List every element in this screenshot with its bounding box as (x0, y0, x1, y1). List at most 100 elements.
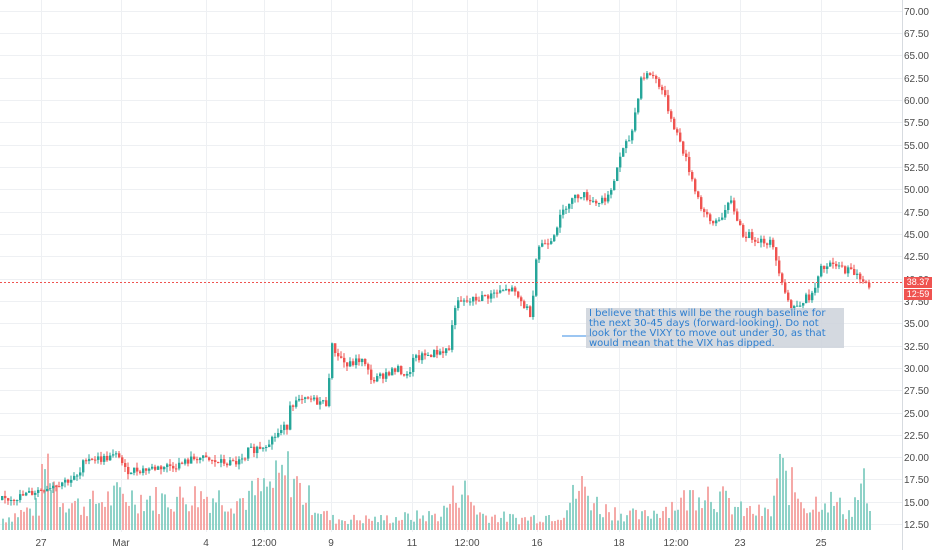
candle-body (748, 232, 751, 238)
candle-body (655, 75, 658, 79)
volume-bar (656, 513, 658, 530)
candle-body (7, 498, 10, 501)
candle-body (241, 458, 244, 460)
volume-bar (857, 499, 859, 530)
candle-body (472, 296, 475, 302)
y-tick-label: 50.00 (904, 185, 929, 196)
y-tick-label: 20.00 (904, 453, 929, 464)
candle-body (76, 475, 79, 477)
candle-body (682, 141, 685, 154)
volume-bar (614, 507, 616, 530)
candle-body (835, 263, 838, 267)
volume-bar (710, 501, 712, 530)
y-tick-label: 17.50 (904, 475, 929, 486)
y-tick-label: 60.00 (904, 96, 929, 107)
candle-body (229, 460, 232, 466)
candle-body (715, 220, 718, 224)
candle-body (22, 494, 25, 496)
candle-body (463, 300, 466, 302)
candle-body (616, 167, 619, 181)
candle-body (868, 282, 871, 288)
volume-bar (641, 511, 643, 530)
candle-body (517, 291, 520, 298)
candle-body (469, 301, 472, 303)
volume-bar (437, 521, 439, 530)
candle-body (193, 456, 196, 460)
candle-body (754, 239, 757, 242)
candle-body (250, 446, 253, 448)
volume-bar (554, 521, 556, 530)
volume-bar (788, 505, 790, 530)
candle-body (88, 458, 91, 462)
candle-body (757, 241, 760, 243)
candle-body (484, 295, 487, 297)
candle-body (214, 460, 217, 463)
volume-bar (56, 484, 58, 530)
volume-bar (557, 519, 559, 530)
y-tick-label: 67.50 (904, 29, 929, 40)
volume-bar (767, 509, 769, 530)
candle-body (94, 459, 97, 461)
candle-body (604, 197, 607, 202)
candle-body (709, 214, 712, 222)
annotation-note[interactable]: I believe that this will be the rough ba… (586, 308, 844, 348)
candle-body (589, 199, 592, 202)
candle-body (718, 219, 721, 221)
candle-body (151, 466, 154, 469)
volume-bar (443, 505, 445, 530)
candle-body (322, 400, 325, 402)
volume-bar (20, 509, 22, 530)
candle-body (523, 301, 526, 308)
volume-bar (266, 486, 268, 530)
volume-bar (776, 478, 778, 530)
candle-body (706, 211, 709, 215)
candle-body (583, 192, 586, 198)
volume-bar (440, 516, 442, 530)
volume-bar (461, 494, 463, 530)
volume-bar (410, 519, 412, 530)
volume-bar (464, 480, 466, 530)
candle-body (838, 265, 841, 267)
candle-body (25, 492, 28, 496)
y-tick-label: 27.50 (904, 386, 929, 397)
volume-bar (815, 496, 817, 530)
candle-body (244, 458, 247, 460)
y-tick-label: 62.50 (904, 74, 929, 85)
volume-bar (362, 523, 364, 530)
candle-body (58, 486, 61, 488)
volume-bar (485, 515, 487, 530)
volume-bar (326, 510, 328, 530)
volume-bar (185, 504, 187, 530)
volume-bar (236, 501, 238, 530)
candle-body (778, 260, 781, 274)
candle-body (418, 355, 421, 361)
volume-bar (659, 517, 661, 530)
volume-bar (635, 509, 637, 530)
volume-bar (617, 520, 619, 530)
x-tick-label: Mar (112, 538, 130, 549)
candle-body (520, 297, 523, 302)
candle-body (508, 289, 511, 292)
volume-bar (401, 519, 403, 530)
candle-body (274, 436, 277, 438)
candle-body (742, 224, 745, 237)
candle-body (640, 77, 643, 99)
volume-bar (749, 506, 751, 530)
volume-bar (746, 507, 748, 530)
volume-bar (65, 512, 67, 530)
volume-bar (245, 509, 247, 530)
volume-bar (137, 513, 139, 530)
volume-bar (674, 510, 676, 530)
candle-body (487, 295, 490, 299)
volume-bar (230, 508, 232, 530)
volume-bar (467, 495, 469, 530)
volume-bar (77, 498, 79, 530)
candle-body (598, 203, 601, 205)
volume-bar (653, 510, 655, 530)
volume-bar (668, 517, 670, 530)
volume-bar (662, 511, 664, 530)
candle-body (133, 467, 136, 473)
candle-body (19, 494, 22, 501)
volume-bar (8, 517, 10, 530)
